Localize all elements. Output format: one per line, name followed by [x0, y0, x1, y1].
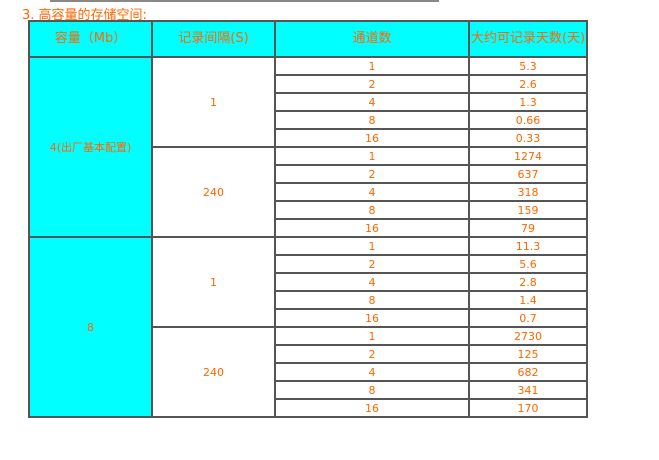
table-row: 8 1 1 11.3	[28, 236, 588, 418]
table-row: 8 341	[29, 380, 588, 400]
channels-cell: 4	[274, 362, 470, 382]
days-cell: 318	[468, 182, 588, 202]
days-cell: 1274	[468, 146, 588, 166]
channels-cell: 2	[274, 74, 470, 94]
channels-cell: 16	[274, 218, 470, 238]
header-capacity: 容量（Mb）	[28, 20, 153, 58]
days-cell: 5.6	[468, 254, 588, 274]
channels-cell: 8	[274, 290, 470, 310]
channels-cell: 4	[274, 272, 470, 292]
capacity-cell: 8	[28, 236, 153, 418]
table-row: 4(出厂基本配置) 1 1 5.3	[28, 56, 588, 238]
channels-cell: 8	[274, 200, 470, 220]
channels-cell: 8	[274, 110, 470, 130]
header-interval: 记录间隔(S)	[151, 20, 276, 58]
header-days: 大约可记录天数(天)	[468, 20, 588, 58]
days-cell: 682	[468, 362, 588, 382]
channels-cell: 1	[274, 146, 470, 166]
channels-cell: 4	[274, 182, 470, 202]
days-cell: 11.3	[468, 236, 588, 256]
section-title: 3. 高容量的存储空间:	[22, 8, 147, 23]
table-row: 2 637	[29, 164, 588, 184]
days-cell: 79	[468, 218, 588, 238]
days-cell: 2.8	[468, 272, 588, 292]
table-row: 4 2.8	[29, 272, 588, 292]
days-cell: 637	[468, 164, 588, 184]
capacity-cell: 4(出厂基本配置)	[28, 56, 153, 238]
days-cell: 1.3	[468, 92, 588, 112]
table-row: 2 2.6	[29, 74, 588, 94]
table-row: 240 1 2730	[29, 326, 588, 418]
interval-cell: 240	[151, 146, 276, 238]
days-cell: 0.66	[468, 110, 588, 130]
table-row: 8 0.66	[29, 110, 588, 130]
days-cell: 170	[468, 398, 588, 418]
storage-table: 容量（Mb） 记录间隔(S) 通道数 大约可记录天数(天) 4(出厂基本配置) 1…	[28, 20, 588, 418]
channels-cell: 16	[274, 308, 470, 328]
days-cell: 341	[468, 380, 588, 400]
days-cell: 0.33	[468, 128, 588, 148]
table-row: 8 1.4	[29, 290, 588, 310]
channels-cell: 2	[274, 344, 470, 364]
days-cell: 1.4	[468, 290, 588, 310]
table-row: 4 682	[29, 362, 588, 382]
days-cell: 159	[468, 200, 588, 220]
days-cell: 5.3	[468, 56, 588, 76]
table-row: 4 318	[29, 182, 588, 202]
interval-cell: 240	[151, 326, 276, 418]
interval-cell: 1	[151, 56, 276, 148]
channels-cell: 8	[274, 380, 470, 400]
channels-cell: 2	[274, 164, 470, 184]
table-row: 16 79	[29, 218, 588, 238]
table-row: 4 1.3	[29, 92, 588, 112]
header-row: 容量（Mb） 记录间隔(S) 通道数 大约可记录天数(天)	[28, 20, 588, 58]
channels-cell: 16	[274, 398, 470, 418]
days-cell: 2.6	[468, 74, 588, 94]
header-channels: 通道数	[274, 20, 470, 58]
interval-cell: 1	[151, 236, 276, 328]
table-row: 16 0.33	[29, 128, 588, 148]
top-divider	[50, 0, 439, 2]
channels-cell: 4	[274, 92, 470, 112]
channels-cell: 1	[274, 236, 470, 256]
table-row: 2 125	[29, 344, 588, 364]
days-cell: 2730	[468, 326, 588, 346]
table-row: 2 5.6	[29, 254, 588, 274]
days-cell: 125	[468, 344, 588, 364]
days-cell: 0.7	[468, 308, 588, 328]
table-row: 16 0.7	[29, 308, 588, 328]
table-row: 8 159	[29, 200, 588, 220]
table-row: 16 170	[29, 398, 588, 418]
channels-cell: 1	[274, 56, 470, 76]
channels-cell: 16	[274, 128, 470, 148]
table-row: 240 1 1274	[29, 146, 588, 238]
channels-cell: 2	[274, 254, 470, 274]
channels-cell: 1	[274, 326, 470, 346]
